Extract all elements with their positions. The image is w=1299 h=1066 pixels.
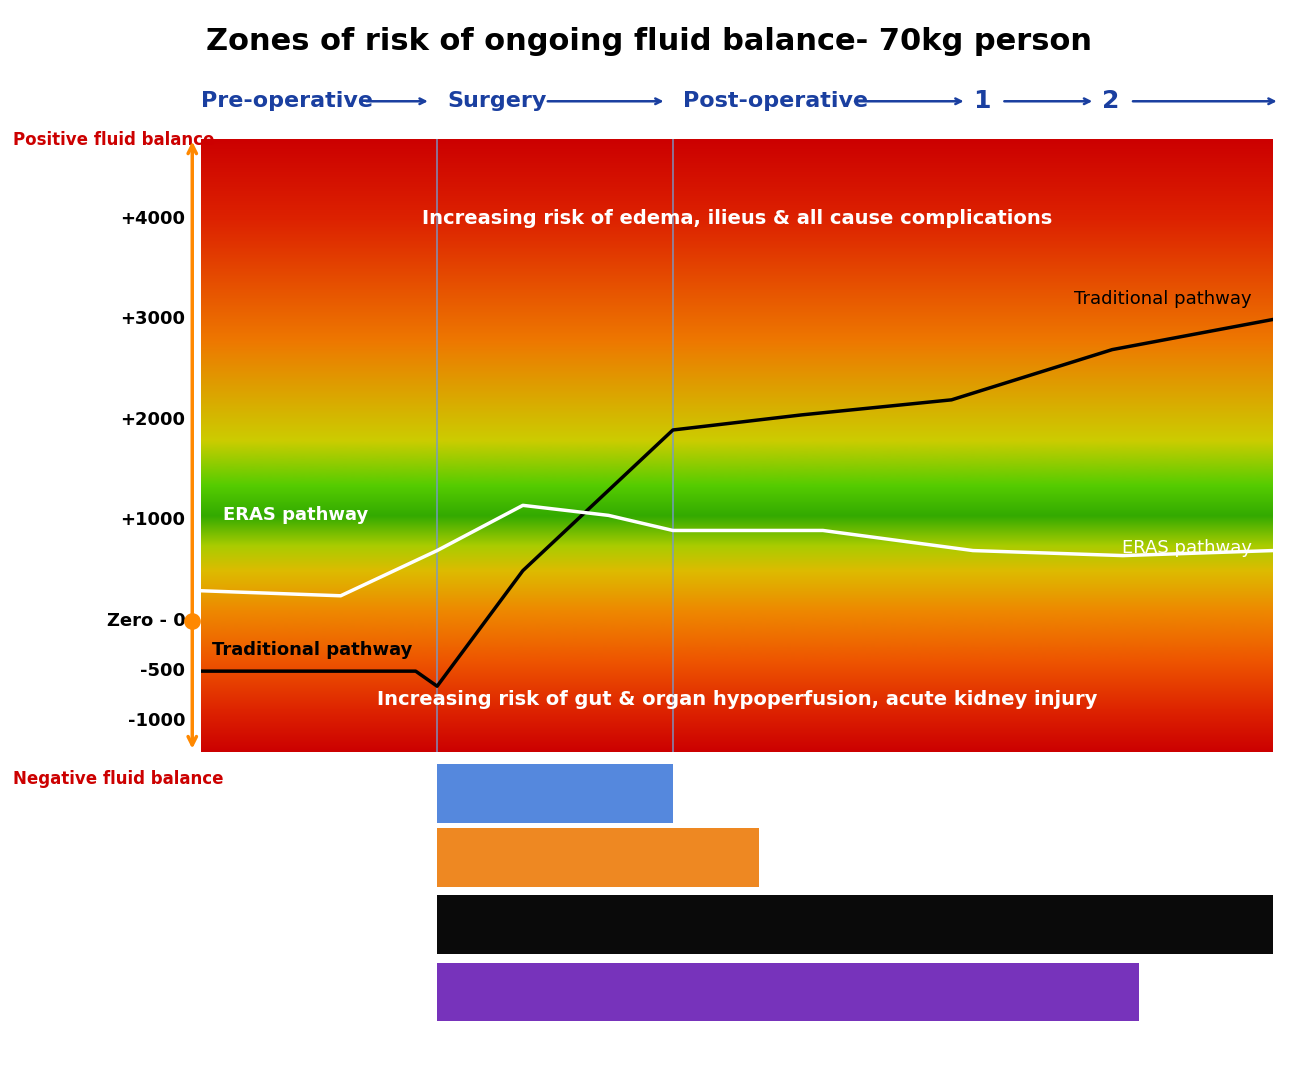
Text: Zones of risk of ongoing fluid balance- 70kg person: Zones of risk of ongoing fluid balance- … bbox=[207, 27, 1092, 55]
Text: +1000: +1000 bbox=[121, 512, 186, 530]
Text: ERAS pathway: ERAS pathway bbox=[1121, 538, 1251, 556]
Text: Increasing risk of gut & organ hypoperfusion, acute kidney injury: Increasing risk of gut & organ hypoperfu… bbox=[377, 690, 1098, 709]
Text: Surgery: Surgery bbox=[512, 785, 599, 803]
Text: Surgery: Surgery bbox=[447, 92, 547, 111]
Text: Positive fluid balance: Positive fluid balance bbox=[13, 131, 214, 149]
Text: Traditional pathway – IV fluids continued: Traditional pathway – IV fluids continue… bbox=[631, 916, 1079, 934]
Text: Increasing risk of edema, ilieus & all cause complications: Increasing risk of edema, ilieus & all c… bbox=[422, 209, 1052, 228]
Text: Zero - 0: Zero - 0 bbox=[107, 612, 186, 630]
Text: Negative fluid balance: Negative fluid balance bbox=[13, 770, 223, 788]
Text: -1000: -1000 bbox=[127, 712, 186, 730]
Text: +2000: +2000 bbox=[121, 410, 186, 429]
Text: Post-operative: Post-operative bbox=[683, 92, 869, 111]
Text: ERAS pathway: ERAS pathway bbox=[223, 506, 368, 524]
Text: ERAS pathway – IV fluids transitioned to oral: ERAS pathway – IV fluids transitioned to… bbox=[543, 983, 1034, 1001]
Text: Fluis shifts: Fluis shifts bbox=[538, 849, 657, 867]
Text: 1: 1 bbox=[973, 90, 990, 113]
Text: Pre-operative: Pre-operative bbox=[201, 92, 373, 111]
Text: Traditional pathway: Traditional pathway bbox=[1074, 290, 1251, 308]
Text: 2: 2 bbox=[1102, 90, 1118, 113]
Text: -500: -500 bbox=[140, 662, 186, 680]
Text: Traditional pathway: Traditional pathway bbox=[212, 641, 413, 659]
Text: +3000: +3000 bbox=[121, 310, 186, 328]
Text: +4000: +4000 bbox=[121, 210, 186, 228]
